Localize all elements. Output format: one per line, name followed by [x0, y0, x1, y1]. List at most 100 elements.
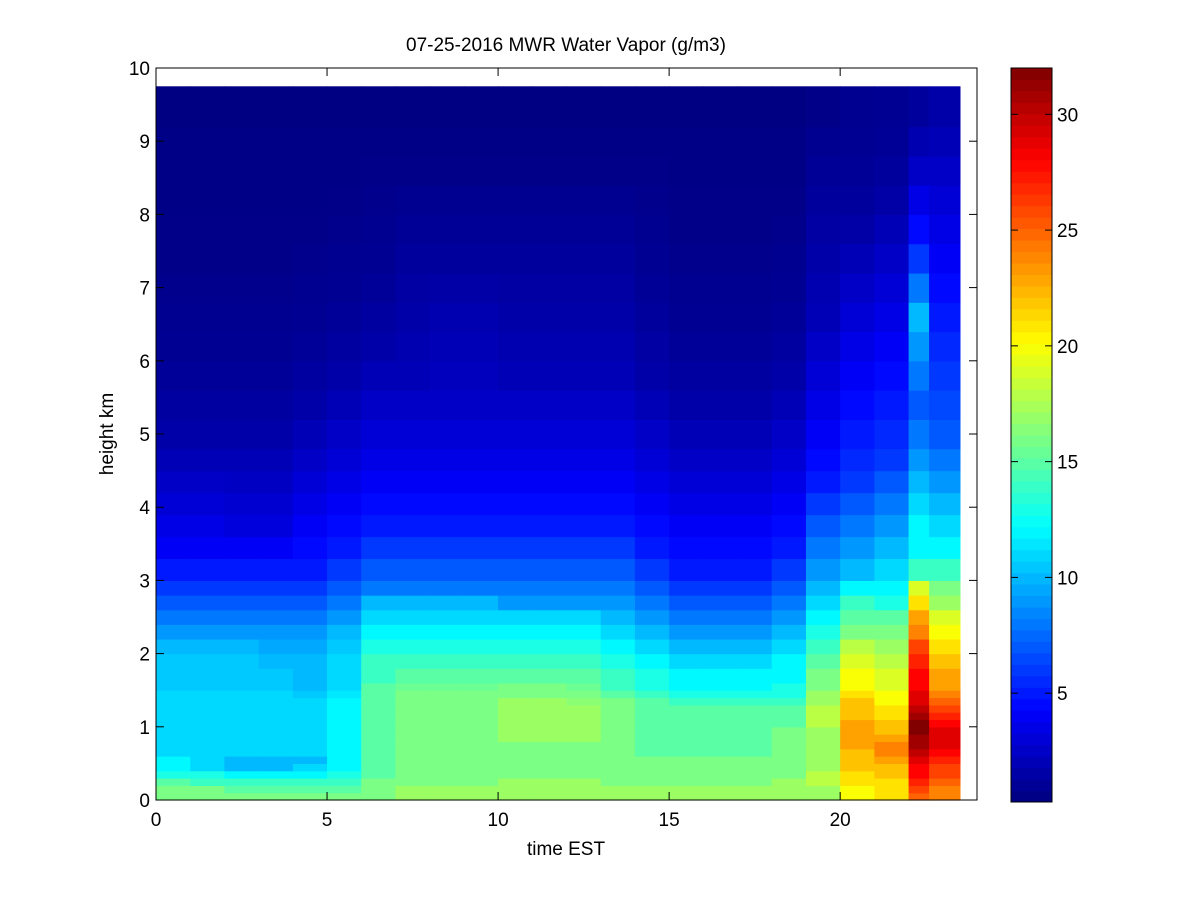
- heatmap-cell: [190, 214, 226, 245]
- heatmap-cell: [566, 360, 602, 391]
- heatmap-cell: [361, 763, 397, 772]
- heatmap-cell: [566, 792, 602, 801]
- heatmap-cell: [703, 653, 739, 669]
- heatmap-cell: [874, 778, 910, 786]
- heatmap-cell: [874, 390, 910, 420]
- heatmap-cell: [874, 331, 910, 362]
- heatmap-cell: [429, 624, 465, 640]
- heatmap-cell: [669, 792, 704, 801]
- colorbar-band: [1011, 148, 1052, 161]
- heatmap-cell: [156, 668, 191, 684]
- heatmap-cell: [156, 682, 191, 691]
- heatmap-cell: [600, 390, 636, 420]
- heatmap-cell: [327, 360, 362, 391]
- heatmap-cell: [874, 155, 910, 186]
- colorbar-band: [1011, 331, 1052, 344]
- heatmap-cell: [190, 770, 226, 779]
- heatmap-cell: [703, 272, 739, 303]
- heatmap-cell: [908, 726, 930, 735]
- heatmap-cell: [929, 126, 961, 157]
- colorbar-band: [1011, 607, 1052, 619]
- heatmap-cell: [771, 770, 807, 779]
- heatmap-cell: [600, 470, 636, 494]
- heatmap-cell: [361, 580, 397, 596]
- heatmap-cell: [292, 155, 328, 186]
- heatmap-cell: [532, 419, 568, 450]
- heatmap-cell: [737, 595, 773, 611]
- heatmap-cell: [703, 770, 739, 779]
- heatmap-cell: [327, 580, 362, 596]
- heatmap-cell: [258, 185, 294, 215]
- colorbar-tick-label: 5: [1057, 684, 1068, 705]
- heatmap-cell: [771, 331, 807, 362]
- heatmap-cell: [703, 734, 739, 743]
- heatmap-cell: [463, 770, 499, 779]
- heatmap-cell: [874, 595, 910, 611]
- heatmap-cell: [805, 653, 841, 669]
- heatmap-cell: [771, 272, 807, 303]
- y-tick-label: 9: [139, 132, 150, 153]
- heatmap-cell: [634, 770, 670, 779]
- heatmap-cell: [929, 272, 961, 303]
- heatmap-cell: [190, 580, 226, 596]
- heatmap-cell: [566, 126, 602, 157]
- heatmap-cell: [669, 536, 704, 560]
- heatmap-cell: [429, 785, 465, 794]
- heatmap-cell: [327, 785, 362, 794]
- heatmap-cell: [805, 770, 841, 779]
- heatmap-cell: [669, 390, 704, 420]
- heatmap-cell: [669, 272, 704, 303]
- heatmap-cell: [566, 763, 602, 772]
- heatmap-cell: [258, 726, 294, 735]
- heatmap-cell: [840, 690, 875, 699]
- heatmap-cell: [429, 390, 465, 420]
- heatmap-cell: [805, 792, 841, 801]
- heatmap-cell: [703, 536, 739, 560]
- heatmap-cell: [292, 756, 328, 764]
- heatmap-cell: [532, 741, 568, 750]
- heatmap-cell: [395, 272, 431, 303]
- heatmap-cell: [395, 712, 431, 721]
- heatmap-cell: [908, 214, 930, 245]
- heatmap-cell: [771, 360, 807, 391]
- heatmap-cell: [840, 390, 875, 420]
- heatmap-cell: [874, 448, 910, 472]
- heatmap-cell: [600, 214, 636, 245]
- heatmap-cell: [634, 690, 670, 699]
- heatmap-cell: [874, 756, 910, 764]
- heatmap-cell: [532, 770, 568, 779]
- heatmap-cell: [361, 697, 397, 706]
- heatmap-cell: [874, 609, 910, 625]
- heatmap-cell: [600, 653, 636, 669]
- heatmap-cell: [190, 778, 226, 786]
- heatmap-cell: [258, 272, 294, 303]
- heatmap-cell: [361, 448, 397, 472]
- colorbar-band: [1011, 354, 1052, 367]
- y-tick-label: 7: [139, 279, 150, 300]
- heatmap-cell: [156, 448, 191, 472]
- heatmap-cell: [703, 756, 739, 764]
- heatmap-cell: [327, 712, 362, 721]
- heatmap-cell: [361, 690, 397, 699]
- heatmap-cell: [634, 792, 670, 801]
- heatmap-cell: [840, 763, 875, 772]
- heatmap-cell: [498, 741, 533, 750]
- heatmap-cell: [929, 748, 961, 757]
- heatmap-cell: [874, 704, 910, 713]
- heatmap-cell: [156, 785, 191, 794]
- heatmap-cell: [156, 792, 191, 801]
- heatmap-cell: [395, 331, 431, 362]
- heatmap-cell: [874, 682, 910, 691]
- heatmap-cell: [258, 763, 294, 772]
- heatmap-cell: [463, 390, 499, 420]
- colorbar-band: [1011, 572, 1052, 585]
- heatmap-cell: [874, 86, 910, 128]
- heatmap-cell: [292, 86, 328, 128]
- heatmap-cell: [566, 785, 602, 794]
- heatmap-cell: [327, 470, 362, 494]
- heatmap-cell: [908, 770, 930, 779]
- heatmap-cell: [566, 390, 602, 420]
- heatmap-cell: [908, 682, 930, 691]
- colorbar-band: [1011, 629, 1052, 642]
- heatmap-cell: [669, 214, 704, 245]
